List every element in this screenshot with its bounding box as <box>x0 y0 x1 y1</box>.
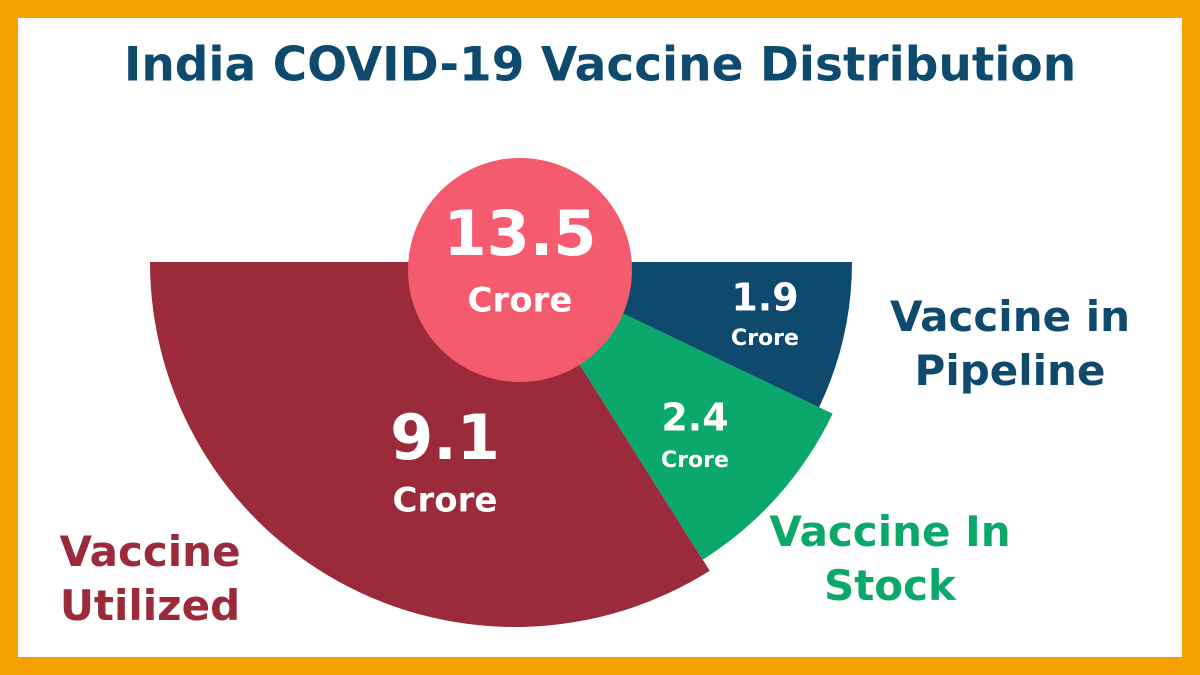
slice-unit: Crore <box>731 326 799 351</box>
slice-unit: Crore <box>393 481 498 521</box>
total-circle <box>408 158 632 382</box>
slice-unit: Crore <box>661 448 729 473</box>
total-value: 13.5 <box>444 197 597 270</box>
slice-label: Vaccine Utilized <box>59 527 241 630</box>
slice-label: Vaccine In Stock <box>769 507 1011 610</box>
slice-label: Vaccine in Pipeline <box>889 292 1131 395</box>
total-unit: Crore <box>468 281 573 321</box>
slice-value: 9.1 <box>390 401 500 474</box>
slice-value: 1.9 <box>731 276 798 320</box>
chart-title: India COVID-19 Vaccine Distribution <box>124 38 1076 93</box>
slice-value: 2.4 <box>661 396 728 440</box>
